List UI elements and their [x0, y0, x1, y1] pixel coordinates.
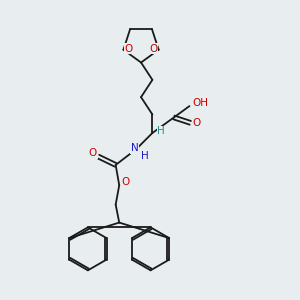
Text: O: O [149, 44, 158, 54]
Text: N: N [130, 143, 138, 153]
Text: O: O [89, 148, 97, 158]
Text: O: O [125, 44, 133, 54]
Text: O: O [122, 177, 130, 187]
Text: H: H [158, 127, 165, 136]
Text: H: H [141, 151, 149, 161]
Text: OH: OH [192, 98, 208, 108]
Text: O: O [192, 118, 200, 128]
